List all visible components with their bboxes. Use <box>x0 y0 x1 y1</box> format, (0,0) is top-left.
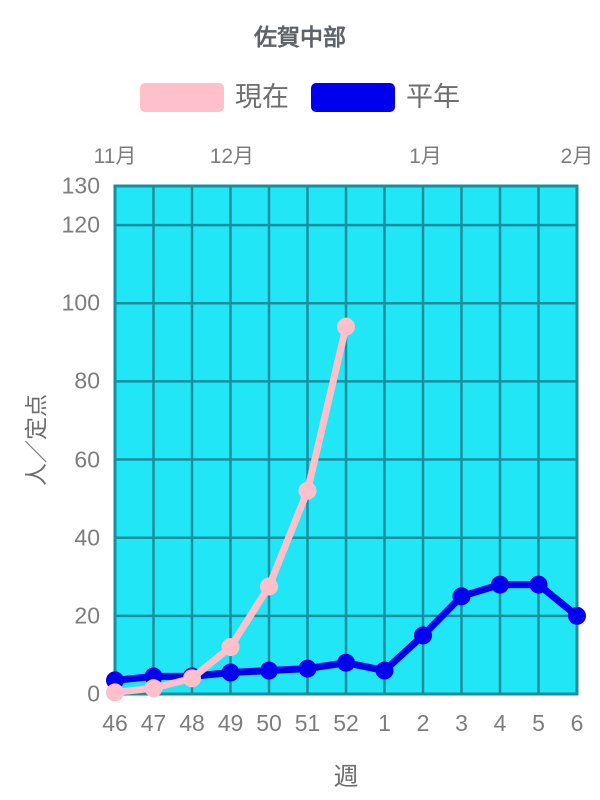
data-point-平年 <box>221 663 240 682</box>
data-point-現在 <box>106 683 124 702</box>
legend-label-normal: 平年 <box>406 82 460 112</box>
data-point-現在 <box>298 481 317 500</box>
data-point-平年 <box>298 659 317 678</box>
x-tick-label: 3 <box>455 710 468 736</box>
legend-label-current: 現在 <box>235 82 289 112</box>
data-point-平年 <box>452 587 471 606</box>
data-point-平年 <box>337 653 355 672</box>
x-tick-label: 47 <box>140 710 167 736</box>
data-point-現在 <box>183 669 201 688</box>
x-tick-label: 49 <box>217 710 244 736</box>
month-label: 12月 <box>209 145 255 168</box>
x-axis-title: 週 <box>333 763 359 791</box>
legend: 現在 平年 <box>0 83 600 112</box>
y-tick-label: 130 <box>61 172 100 199</box>
x-tick-label: 52 <box>333 710 359 736</box>
plot-border <box>113 184 579 696</box>
y-axis-title: 人／定点 <box>23 394 49 486</box>
data-point-現在 <box>337 317 355 336</box>
x-tick-label: 51 <box>294 710 321 736</box>
data-point-平年 <box>414 626 432 645</box>
data-point-平年 <box>375 661 394 680</box>
x-tick-label: 1 <box>378 710 391 736</box>
normal-series-swatch <box>311 83 395 112</box>
data-point-平年 <box>568 606 586 625</box>
y-tick-label: 100 <box>61 289 100 316</box>
x-tick-label: 4 <box>493 710 507 736</box>
legend-item-normal: 平年 <box>311 83 460 112</box>
x-tick-label: 5 <box>532 710 545 736</box>
y-tick-label: 40 <box>74 524 100 551</box>
chart-title: 佐賀中部 <box>254 24 346 50</box>
data-point-平年 <box>491 575 509 594</box>
month-label: 1月 <box>409 145 442 168</box>
data-point-現在 <box>144 679 163 698</box>
data-point-現在 <box>260 577 278 596</box>
y-tick-label: 0 <box>87 680 100 707</box>
y-tick-label: 80 <box>74 367 100 394</box>
data-point-平年 <box>260 661 278 680</box>
month-label: 11月 <box>93 145 137 168</box>
x-tick-label: 46 <box>102 710 128 736</box>
y-tick-label: 120 <box>61 211 100 238</box>
data-point-平年 <box>529 575 548 594</box>
x-tick-label: 6 <box>570 710 584 736</box>
x-tick-label: 48 <box>179 710 205 736</box>
data-point-現在 <box>221 638 240 657</box>
month-label: 2月 <box>560 145 594 168</box>
y-tick-label: 60 <box>74 446 100 473</box>
x-tick-label: 2 <box>416 710 430 736</box>
y-tick-label: 20 <box>74 602 100 629</box>
current-series-swatch <box>140 83 224 112</box>
x-tick-label: 50 <box>256 710 282 736</box>
legend-item-current: 現在 <box>140 83 289 112</box>
